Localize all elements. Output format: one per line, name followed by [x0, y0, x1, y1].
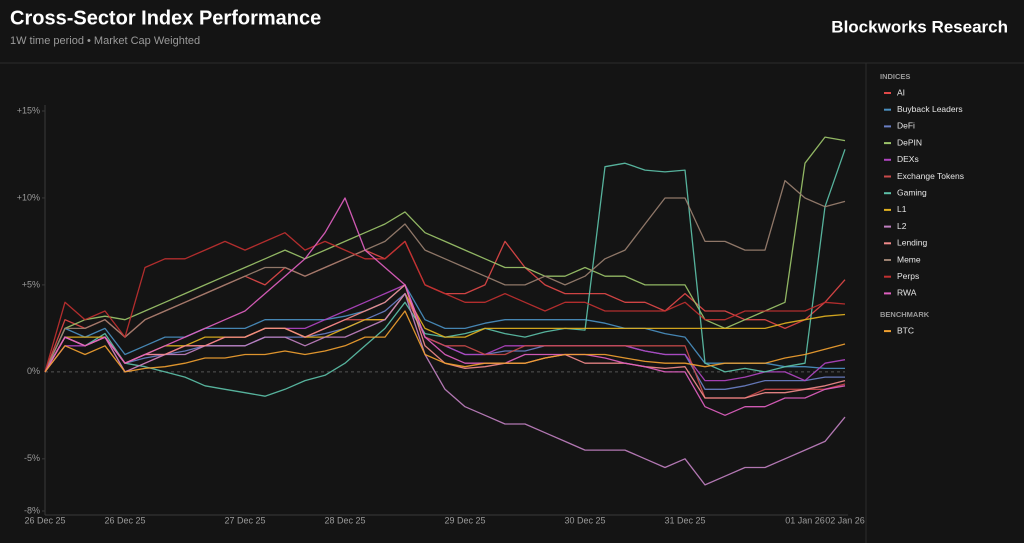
y-tick-label: +5%	[22, 279, 40, 289]
x-tick-label: 26 Dec 25	[24, 515, 65, 525]
chart-subtitle: 1W time period • Market Cap Weighted	[10, 35, 200, 47]
series-line	[44, 292, 846, 486]
series-line	[44, 310, 846, 373]
y-tick-label: -5%	[24, 453, 40, 463]
series-line	[44, 232, 846, 373]
x-tick-label: 27 Dec 25	[224, 515, 265, 525]
x-tick-label: 26 Dec 25	[104, 515, 145, 525]
legend-group-title: INDICES	[880, 72, 910, 81]
x-tick-label: 31 Dec 25	[664, 515, 705, 525]
legend-label: L2	[897, 221, 907, 231]
chart-title: Cross-Sector Index Performance	[10, 7, 321, 29]
series-line	[44, 136, 846, 373]
legend-label: L1	[897, 204, 907, 214]
legend-label: Gaming	[897, 187, 927, 197]
legend-label: BTC	[897, 325, 914, 335]
x-tick-label: 30 Dec 25	[564, 515, 605, 525]
series-line	[44, 284, 845, 373]
legend-label: DeFi	[897, 121, 915, 131]
series-line	[44, 179, 846, 373]
legend-label: AI	[897, 87, 905, 97]
series-line	[44, 197, 846, 416]
legend-label: Exchange Tokens	[897, 171, 964, 181]
y-tick-label: +15%	[17, 105, 40, 115]
legend-label: DePIN	[897, 137, 922, 147]
legend-label: Meme	[897, 254, 921, 264]
x-tick-label: 29 Dec 25	[444, 515, 485, 525]
y-tick-label: 0%	[27, 366, 40, 376]
legend-label: Lending	[897, 238, 928, 248]
x-tick-label: 01 Jan 26	[785, 515, 825, 525]
legend-group-title: BENCHMARK	[880, 310, 930, 319]
legend-label: RWA	[897, 288, 917, 298]
y-tick-label: +10%	[17, 192, 40, 202]
legend-label: Perps	[897, 271, 919, 281]
x-tick-label: 02 Jan 26	[825, 515, 865, 525]
y-tick-label: -8%	[24, 505, 40, 515]
legend-label: Buyback Leaders	[897, 104, 963, 114]
x-tick-label: 28 Dec 25	[324, 515, 365, 525]
legend-label: DEXs	[897, 154, 919, 164]
brand: Blockworks Research	[831, 17, 1008, 36]
series-line	[44, 292, 846, 373]
